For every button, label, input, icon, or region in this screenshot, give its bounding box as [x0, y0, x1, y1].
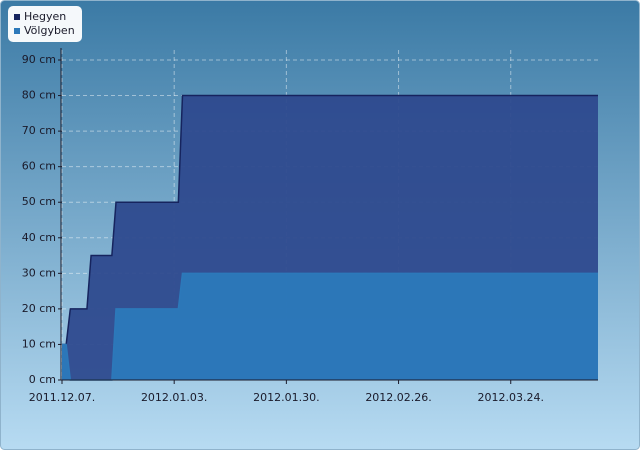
- y-tick-label: 10 cm: [22, 337, 56, 350]
- y-tick-label: 30 cm: [22, 266, 56, 279]
- y-tick-label: 90 cm: [22, 53, 56, 66]
- x-tick-label: 2012.02.26.: [365, 391, 431, 404]
- y-tick-label: 40 cm: [22, 231, 56, 244]
- legend-label: Völgyben: [24, 24, 75, 37]
- y-tick-label: 60 cm: [22, 160, 56, 173]
- x-tick-label: 2012.01.30.: [253, 391, 319, 404]
- line: [62, 94, 598, 346]
- y-tick-label: 0 cm: [29, 373, 56, 386]
- y-tick-label: 50 cm: [22, 195, 56, 208]
- y-tick-label: 70 cm: [22, 124, 56, 137]
- x-tick-label: 2011.12.07.: [29, 391, 95, 404]
- y-tick-label: 20 cm: [22, 302, 56, 315]
- area: [62, 273, 598, 380]
- x-tick-label: 2012.01.03.: [141, 391, 207, 404]
- legend-swatch: [14, 28, 20, 34]
- legend-label: Hegyen: [24, 10, 66, 23]
- legend-box: [8, 6, 82, 42]
- x-tick-label: 2012.03.24.: [478, 391, 544, 404]
- legend-swatch: [14, 14, 20, 20]
- y-tick-label: 80 cm: [22, 89, 56, 102]
